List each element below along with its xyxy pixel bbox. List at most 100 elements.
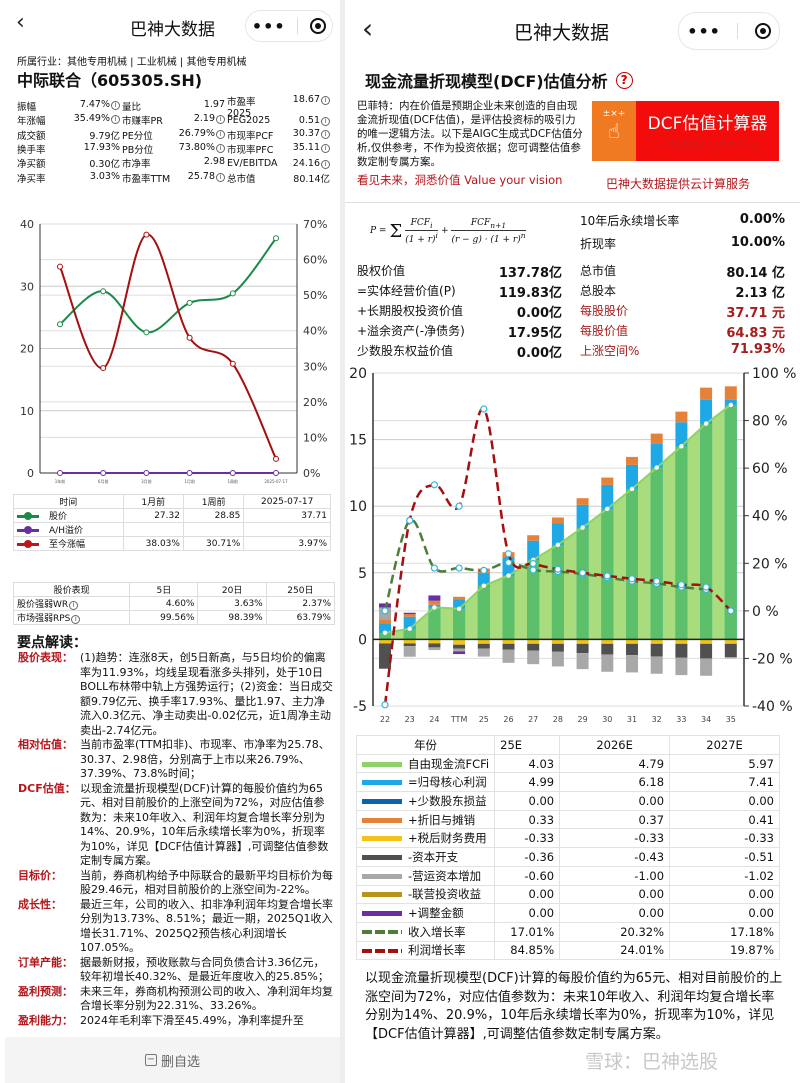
y-tick-label: 5: [358, 566, 367, 582]
info-icon[interactable]: i: [321, 95, 330, 105]
legend-row[interactable]: -资本开支 -0.36 -0.43 -0.51: [355, 847, 780, 867]
bar-segment: [675, 657, 688, 676]
performance-table: 股价表现 5日 20日 250日 股价强弱WR i 4.60% 3.63% 2.37% 市场强弱R…: [12, 582, 336, 625]
fcf-bar-overlap: [527, 559, 540, 640]
value-cell: 0.41: [669, 809, 780, 830]
y2-tick-label: 30%: [303, 360, 327, 373]
bar-segment: [650, 639, 663, 644]
bar-segment: [700, 643, 713, 659]
analysis-section: 订单产能： 据最新财报，预收账款与合同负债合计3.36亿元，较年初增长40.32%…: [18, 956, 333, 985]
value: 80.14 亿: [726, 266, 785, 281]
legend-row[interactable]: 至今涨幅 38.03% 30.71% 3.97%: [13, 536, 331, 551]
y2-tick-label: 70%: [303, 218, 327, 231]
info-icon[interactable]: i: [111, 115, 120, 125]
info-icon[interactable]: i: [321, 144, 330, 154]
value-cell: -0.60: [494, 865, 561, 886]
close-miniapp-icon[interactable]: [754, 23, 771, 39]
value-row: 少数股东权益价值 0.00亿: [357, 342, 562, 361]
back-icon[interactable]: ‹: [16, 10, 25, 35]
info-icon[interactable]: i: [321, 159, 330, 169]
banner-caption: 巴神大数据提供云计算服务: [606, 177, 751, 191]
help-icon[interactable]: ?: [615, 71, 633, 89]
header-cell: 年份: [355, 735, 496, 755]
header-cell: 时间: [13, 494, 124, 509]
info-icon[interactable]: i: [69, 601, 79, 610]
bar-segment: [724, 386, 737, 400]
section-text: 以现金流量折现模型(DCF)计算的每股价值约为65元、相对目前股价的上涨空间为7…: [80, 781, 329, 868]
legend-row[interactable]: 股价 27.32 28.85 37.71: [13, 508, 331, 523]
data-point: [605, 506, 610, 512]
data-point: [432, 605, 437, 610]
value-row: +长期股权投资价值 0.00亿: [357, 302, 562, 321]
info-icon[interactable]: i: [216, 172, 225, 182]
y2-tick-label: 0 %: [752, 604, 779, 620]
section-key: 相对估值：: [18, 738, 73, 751]
metric-value: 35.49%: [73, 113, 110, 125]
metric-label: 市现率PCF: [227, 130, 274, 142]
data-point: [455, 564, 463, 572]
close-miniapp-icon[interactable]: [310, 18, 327, 34]
info-icon[interactable]: i: [71, 615, 81, 624]
legend-row[interactable]: -营运资本增加 -0.60 -1.00 -1.02: [355, 865, 780, 886]
table-row: 股价强弱WR i 4.60% 3.63% 2.37%: [12, 596, 336, 611]
legend-row[interactable]: +税后财务费用 -0.33 -0.33 -0.33: [355, 828, 780, 849]
legend-row[interactable]: 收入增长率 17.01% 20.32% 17.18%: [355, 921, 780, 942]
dcf-calculator-banner[interactable]: ±×÷ ☝ DCF估值计算器 一图透视企业内在价值: [592, 101, 779, 161]
fcf-bar-overlap: [650, 467, 663, 640]
y-tick-label: 0: [358, 632, 367, 648]
legend-row[interactable]: A/H溢价: [13, 522, 331, 537]
info-icon[interactable]: i: [111, 101, 120, 111]
info-icon[interactable]: i: [321, 116, 330, 126]
metric: 市盈率2025 18.67 i: [227, 94, 332, 119]
info-icon[interactable]: i: [321, 129, 330, 139]
legend-row[interactable]: 自由现金流FCFi 4.03 4.79 5.97: [355, 753, 780, 774]
bar-segment: [551, 639, 564, 644]
banner-title: DCF估值计算器: [647, 114, 768, 134]
x-tick-label: TTM: [450, 715, 468, 724]
remove-watchlist-button[interactable]: − 删自选: [5, 1037, 340, 1083]
value-label: +长期股权投资价值: [357, 304, 464, 318]
info-icon[interactable]: i: [216, 129, 225, 139]
metric-value: 2.19: [193, 113, 215, 125]
analysis-section: 股价表现： (1)趋势：连涨8天，创5日新高，与5日均价的偏离率为11.93%，均…: [18, 651, 333, 738]
metric-value: 35.11: [292, 142, 320, 154]
metric: EV/EBITDA 24.16 i: [227, 158, 332, 169]
more-icon[interactable]: •••: [687, 21, 721, 41]
data-point: [186, 470, 193, 476]
section-text: 当前市盈率(TTM扣非)、市现率、市净率为25.78、30.37、2.98倍，分…: [80, 738, 330, 780]
legend-swatch: [362, 892, 402, 898]
more-icon[interactable]: •••: [251, 16, 286, 36]
value-cell: 0.00: [669, 903, 780, 923]
x-tick-label: 32: [652, 715, 662, 724]
header-cell: 5日: [129, 582, 199, 597]
back-icon[interactable]: ‹: [362, 12, 374, 45]
bar-segment: [502, 649, 515, 663]
data-point: [504, 558, 513, 567]
value-cell: 17.18%: [669, 921, 780, 942]
legend-row[interactable]: 利润增长率 84.85% 24.01% 19.87%: [355, 940, 780, 961]
section-text: 据最新财报，预收账款与合同负债合计3.36亿元，较年初增长40.32%、是最近年…: [80, 955, 329, 984]
legend-row[interactable]: =归母核心利润 4.99 6.18 7.41: [355, 772, 780, 793]
dcf-formula: P = Σ FCFi (1 + r)i + FCFn+1 (r − g) · (1 +…: [370, 218, 526, 245]
analysis-section: DCF估值： 以现金流量折现模型(DCF)计算的每股价值约为65元、相对目前股价的…: [18, 782, 333, 869]
legend-row[interactable]: +少数股东损益 0.00 0.00 0.00: [355, 791, 780, 811]
fcf-bar-overlap: [551, 544, 564, 640]
header-cell: 20日: [197, 582, 267, 597]
value-cell: 4.99: [494, 772, 561, 793]
value-row: 上涨空间% 71.93%: [580, 342, 785, 359]
info-icon[interactable]: i: [216, 115, 225, 125]
value-cell: -0.51: [669, 847, 780, 867]
metric-value: 9.79亿: [89, 130, 120, 142]
metric-label: 换手率: [17, 145, 46, 157]
bar-segment: [428, 600, 441, 605]
x-tick-label: 2025-07-17: [264, 479, 288, 484]
legend-row[interactable]: +调整金额 0.00 0.00 0.00: [355, 903, 780, 923]
metrics-row: 成交额 9.79亿 PE分位 26.79% i 市现率PCF 30.37 i: [17, 128, 332, 142]
legend-row[interactable]: -联营投资收益 0.00 0.00 0.00: [355, 884, 780, 905]
metric-label: PEG2025: [227, 114, 271, 126]
y2-tick-label: 50%: [303, 289, 327, 302]
data-point: [186, 299, 193, 306]
legend-row[interactable]: +折旧与摊销 0.33 0.37 0.41: [355, 809, 780, 830]
info-icon[interactable]: i: [216, 144, 225, 154]
x-tick-label: 31: [627, 715, 637, 724]
